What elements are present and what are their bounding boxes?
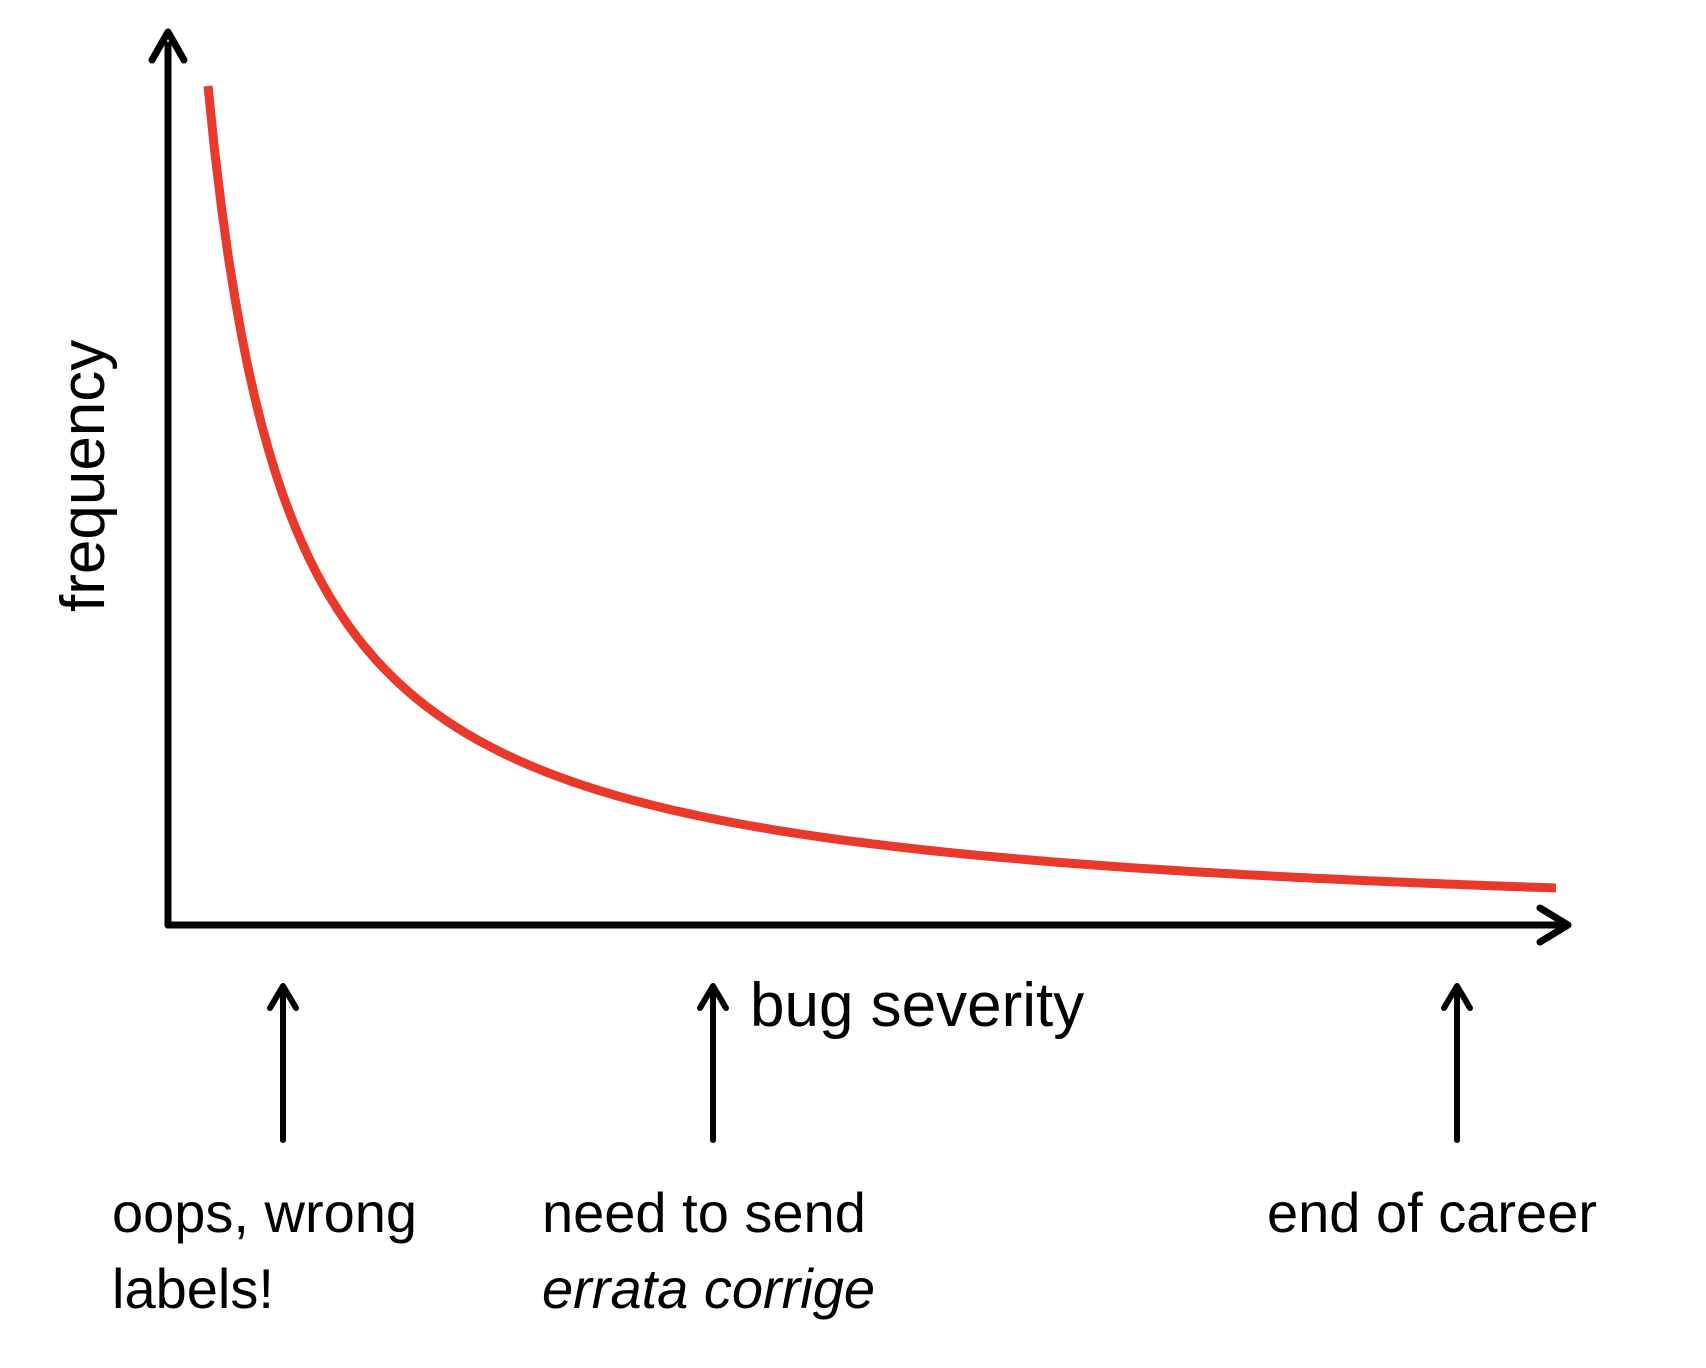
annotation-label-2: need to send errata corrige — [542, 1181, 881, 1320]
annotation-arrow-2 — [697, 983, 729, 1143]
x-axis-arrow — [1536, 904, 1572, 946]
severity-frequency-curve — [203, 85, 1557, 893]
annotation-label-3: end of career — [1267, 1181, 1597, 1244]
annotation-label-1: oops, wrong labels! — [112, 1181, 433, 1320]
y-axis-label: frequency — [49, 340, 118, 612]
annotation-arrow-1 — [267, 983, 299, 1143]
annotation-arrow-3 — [1441, 983, 1473, 1143]
x-axis-label: bug severity — [750, 971, 1084, 1040]
y-axis-arrow — [148, 28, 188, 64]
